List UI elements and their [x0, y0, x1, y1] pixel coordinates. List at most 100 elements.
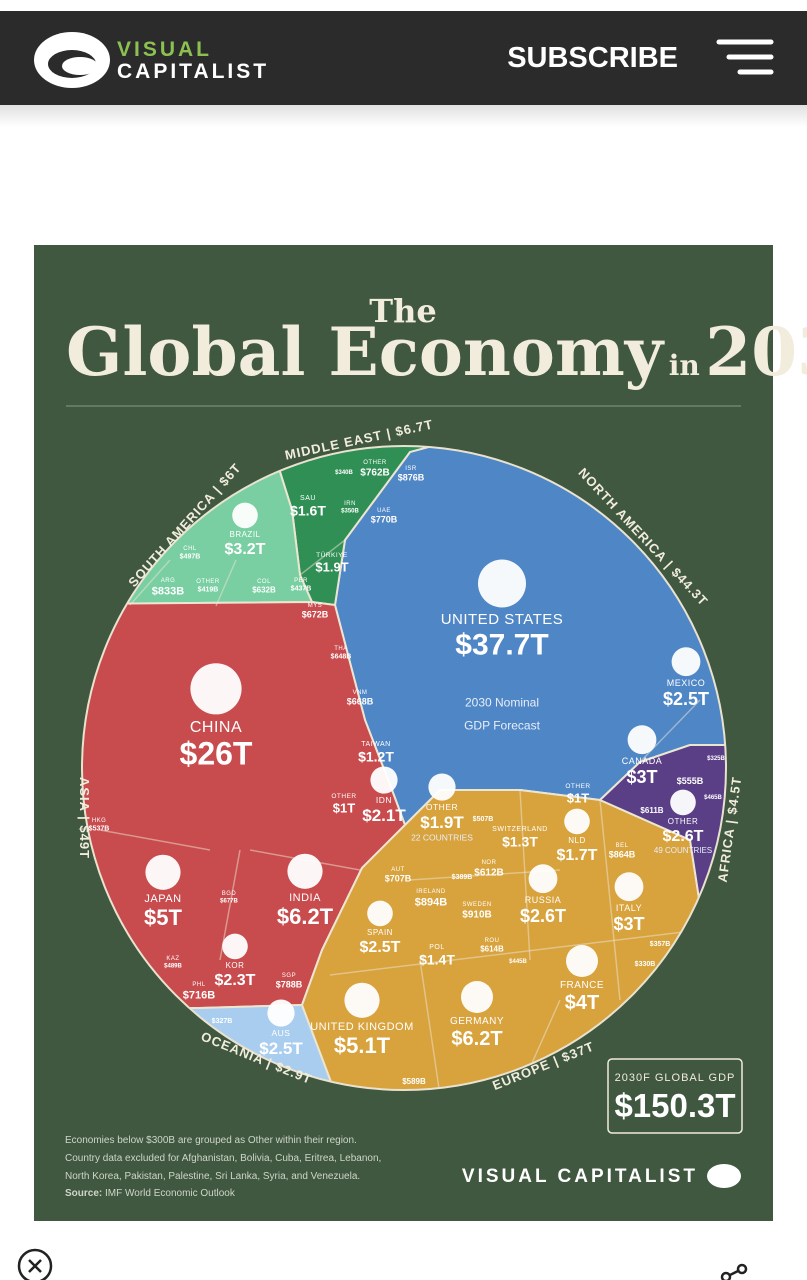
cell-name: SAU	[300, 495, 316, 502]
cell-name: MEXICO	[667, 678, 706, 688]
flag-icon	[232, 502, 258, 529]
brand: VISUAL CAPITALIST	[462, 1166, 698, 1187]
cell-border	[299, 539, 346, 576]
cell-name: UNITED KINGDOM	[310, 1021, 414, 1033]
logo[interactable]: VISUAL CAPITALIST	[34, 32, 269, 88]
cell-name: MYS	[308, 603, 323, 609]
cell-value: $910B	[462, 910, 491, 921]
cell-value: $1.9T	[315, 559, 348, 574]
cell-value: $445B	[509, 959, 527, 965]
cell-value: $5.1T	[334, 1033, 391, 1058]
cell-value: $2.6T	[520, 906, 566, 926]
cell-name: AUT	[391, 867, 405, 873]
flag-icon	[670, 789, 696, 816]
source-text: IMF World Economic Outlook	[105, 1188, 236, 1199]
cell-name: PHL	[192, 982, 205, 988]
cell-name: VNM	[353, 690, 368, 696]
cell-value: $876B	[398, 473, 425, 483]
flag-icon	[344, 982, 380, 1018]
cell-value: $677B	[220, 899, 238, 905]
cell-value: $497B	[180, 554, 201, 561]
circle-outline	[81, 445, 727, 1091]
cell-name: INDIA	[289, 892, 321, 904]
cell-name: BEL	[616, 843, 629, 849]
source-label: Source:	[65, 1188, 102, 1199]
cell-value: $6.2T	[451, 1028, 502, 1050]
cell-name: PER	[294, 578, 308, 584]
cell-value: $1.2T	[358, 748, 394, 764]
cell-border	[419, 959, 441, 1090]
flag-icon	[564, 808, 590, 835]
cell-name: ROU	[485, 938, 500, 944]
cell-value: $3.2T	[225, 541, 266, 558]
logo-icon-detail	[62, 57, 98, 75]
cell-note: 49 COUNTRIES	[654, 846, 712, 855]
flag-icon	[566, 945, 598, 977]
total-box	[607, 1058, 743, 1134]
cell-name: OTHER	[668, 817, 699, 826]
cell-value: $716B	[183, 989, 215, 1001]
cell-name: NLD	[568, 836, 586, 845]
title-year: 2030	[705, 313, 807, 391]
cell-value: $612B	[474, 868, 503, 879]
cell-name: OTHER	[363, 460, 387, 466]
title: Global Economy in 2030	[66, 313, 807, 391]
cell-name: IRELAND	[416, 889, 446, 895]
cell-value: $330B	[635, 961, 656, 968]
cell-value: $648B	[331, 654, 352, 661]
cell-value: $489B	[164, 964, 182, 970]
cell-name: ISR	[405, 466, 417, 472]
cell-value: $833B	[152, 585, 184, 597]
cell-value: $1.7T	[557, 847, 598, 864]
cell-value: $437B	[291, 586, 312, 593]
cell-border	[129, 559, 171, 606]
total-value: $150.3T	[614, 1087, 735, 1124]
menu-button[interactable]	[716, 39, 774, 75]
cell-name: OTHER	[426, 802, 458, 812]
header-bar	[0, 11, 807, 105]
cell-value: $357B	[650, 941, 671, 948]
cell-value: $864B	[609, 850, 636, 860]
cell-value: $26T	[180, 735, 253, 771]
cell-value: $3T	[613, 914, 644, 934]
cell-name: IRN	[344, 501, 356, 507]
flag-icon	[370, 766, 398, 794]
cell-name: UAE	[377, 508, 391, 514]
cell-value: $37.7T	[455, 629, 548, 662]
flag-icon	[287, 853, 323, 889]
cell-name: SPAIN	[367, 928, 393, 937]
footnote: Country data excluded for Afghanistan, B…	[65, 1153, 381, 1164]
footnote: North Korea, Pakistan, Palestine, Sri La…	[65, 1171, 360, 1182]
cell-value: $611B	[640, 806, 663, 815]
cell-name: NOR	[482, 860, 497, 866]
cell-value: $537B	[89, 826, 110, 833]
cell-value: $770B	[371, 515, 398, 525]
cell-value: $2.6T	[663, 828, 704, 845]
cell-value: $1.6T	[290, 502, 326, 518]
cell-name: TAIWAN	[361, 741, 390, 748]
cell-value: $1T	[333, 800, 355, 815]
flag-icon	[528, 864, 558, 894]
cell-name: UNITED STATES	[441, 611, 564, 628]
cell-value: $1.3T	[502, 833, 538, 849]
flag-icon	[428, 773, 456, 801]
header-shadow	[0, 105, 807, 127]
cell-name: CHL	[183, 546, 197, 552]
cell-name: SWEDEN	[462, 902, 491, 908]
share-button[interactable]	[720, 1263, 748, 1280]
cell-name: FRANCE	[560, 980, 604, 991]
cell-note: 2030 Nominal	[465, 696, 539, 710]
cell-border	[215, 559, 237, 607]
flag-icon	[222, 933, 248, 960]
cell-value: $3T	[626, 767, 657, 787]
cell-name: HKG	[92, 818, 107, 824]
cell-value: $2.5T	[360, 939, 401, 956]
cell-value: $2.5T	[259, 1039, 303, 1058]
cell-name: KAZ	[166, 956, 179, 962]
flag-icon	[461, 981, 493, 1013]
subscribe-link[interactable]: SUBSCRIBE	[507, 42, 678, 74]
footnote: Economies below $300B are grouped as Oth…	[65, 1135, 357, 1146]
cell-name: COL	[257, 579, 271, 585]
